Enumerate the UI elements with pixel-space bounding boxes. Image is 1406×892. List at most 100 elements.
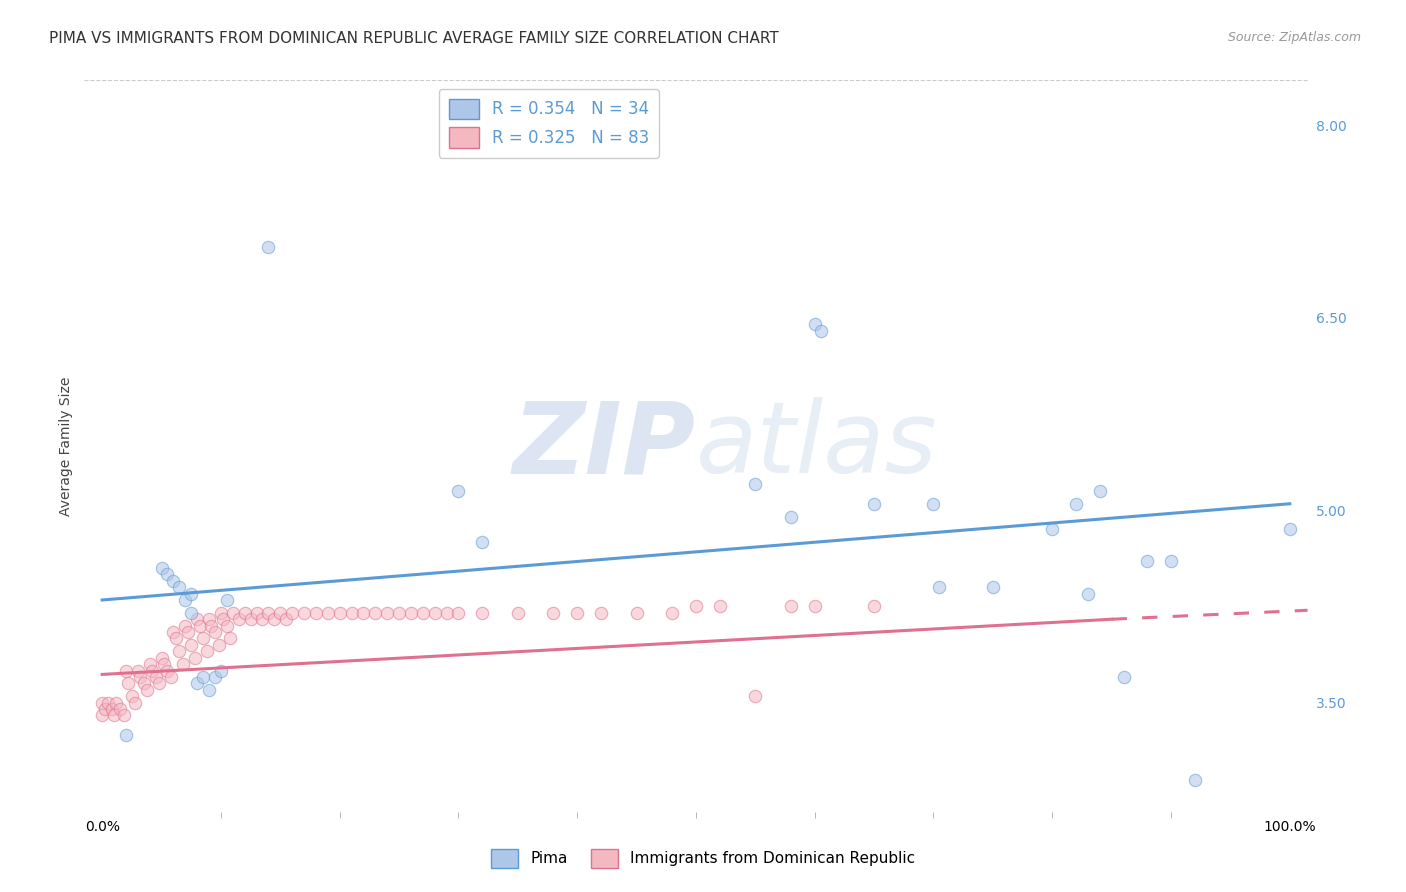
Point [200,618,222,632]
Point [138,657,160,672]
Legend: Pima, Immigrants from Dominican Republic: Pima, Immigrants from Dominican Republic [485,843,921,873]
Point [239,612,262,626]
Point [121,690,143,704]
Point [316,606,339,620]
Point [447,483,470,498]
Point [1160,554,1182,568]
Point [388,606,411,620]
Point [228,612,250,626]
Point [100,702,122,716]
Point [180,586,202,600]
Point [423,606,446,620]
Point [803,317,825,331]
Point [780,509,803,524]
Point [233,606,256,620]
Point [103,708,125,723]
Point [471,606,494,620]
Point [1112,670,1135,684]
Point [276,612,298,626]
Point [661,606,683,620]
Point [863,497,886,511]
Point [222,606,245,620]
Point [215,593,238,607]
Point [506,606,529,620]
Point [340,606,363,620]
Point [186,612,208,626]
Point [112,708,135,723]
Point [252,612,274,626]
Point [174,593,197,607]
Point [115,728,138,742]
Point [162,625,184,640]
Point [172,657,194,672]
Point [105,696,128,710]
Point [981,580,1004,594]
Point [436,606,458,620]
Point [156,567,179,582]
Point [1136,554,1159,568]
Point [352,606,374,620]
Text: ZIP: ZIP [513,398,696,494]
Point [117,676,139,690]
Point [810,324,832,338]
Point [257,606,280,620]
Point [156,664,179,678]
Point [269,606,291,620]
Text: atlas: atlas [696,398,938,494]
Point [115,664,138,678]
Point [180,606,202,620]
Point [709,599,731,614]
Point [412,606,434,620]
Point [191,670,214,684]
Point [209,664,232,678]
Point [305,606,328,620]
Point [169,580,191,594]
Point [93,702,115,716]
Y-axis label: Average Family Size: Average Family Size [59,376,73,516]
Point [198,682,221,697]
Point [780,599,803,614]
Point [399,606,422,620]
Point [245,606,267,620]
Point [97,696,120,710]
Point [207,638,229,652]
Point [198,612,221,626]
Point [124,696,146,710]
Legend: R = 0.354   N = 34, R = 0.325   N = 83: R = 0.354 N = 34, R = 0.325 N = 83 [439,88,659,158]
Point [215,618,238,632]
Point [148,676,170,690]
Point [188,618,211,632]
Point [685,599,707,614]
Point [1184,772,1206,787]
Point [129,670,152,684]
Point [136,682,159,697]
Point [1088,483,1111,498]
Point [132,676,155,690]
Point [447,606,470,620]
Point [212,612,235,626]
Text: PIMA VS IMMIGRANTS FROM DOMINICAN REPUBLIC AVERAGE FAMILY SIZE CORRELATION CHART: PIMA VS IMMIGRANTS FROM DOMINICAN REPUBL… [49,31,779,46]
Point [263,612,285,626]
Point [329,606,352,620]
Point [863,599,886,614]
Point [281,606,304,620]
Point [543,606,565,620]
Point [209,606,232,620]
Point [145,670,167,684]
Point [108,702,131,716]
Point [127,664,149,678]
Point [180,638,202,652]
Point [257,240,280,254]
Point [91,708,114,723]
Point [150,561,173,575]
Point [162,574,184,588]
Point [141,664,163,678]
Text: Source: ZipAtlas.com: Source: ZipAtlas.com [1227,31,1361,45]
Point [204,670,226,684]
Point [186,676,208,690]
Point [184,650,207,665]
Point [160,670,183,684]
Point [364,606,387,620]
Point [922,497,945,511]
Point [195,644,218,658]
